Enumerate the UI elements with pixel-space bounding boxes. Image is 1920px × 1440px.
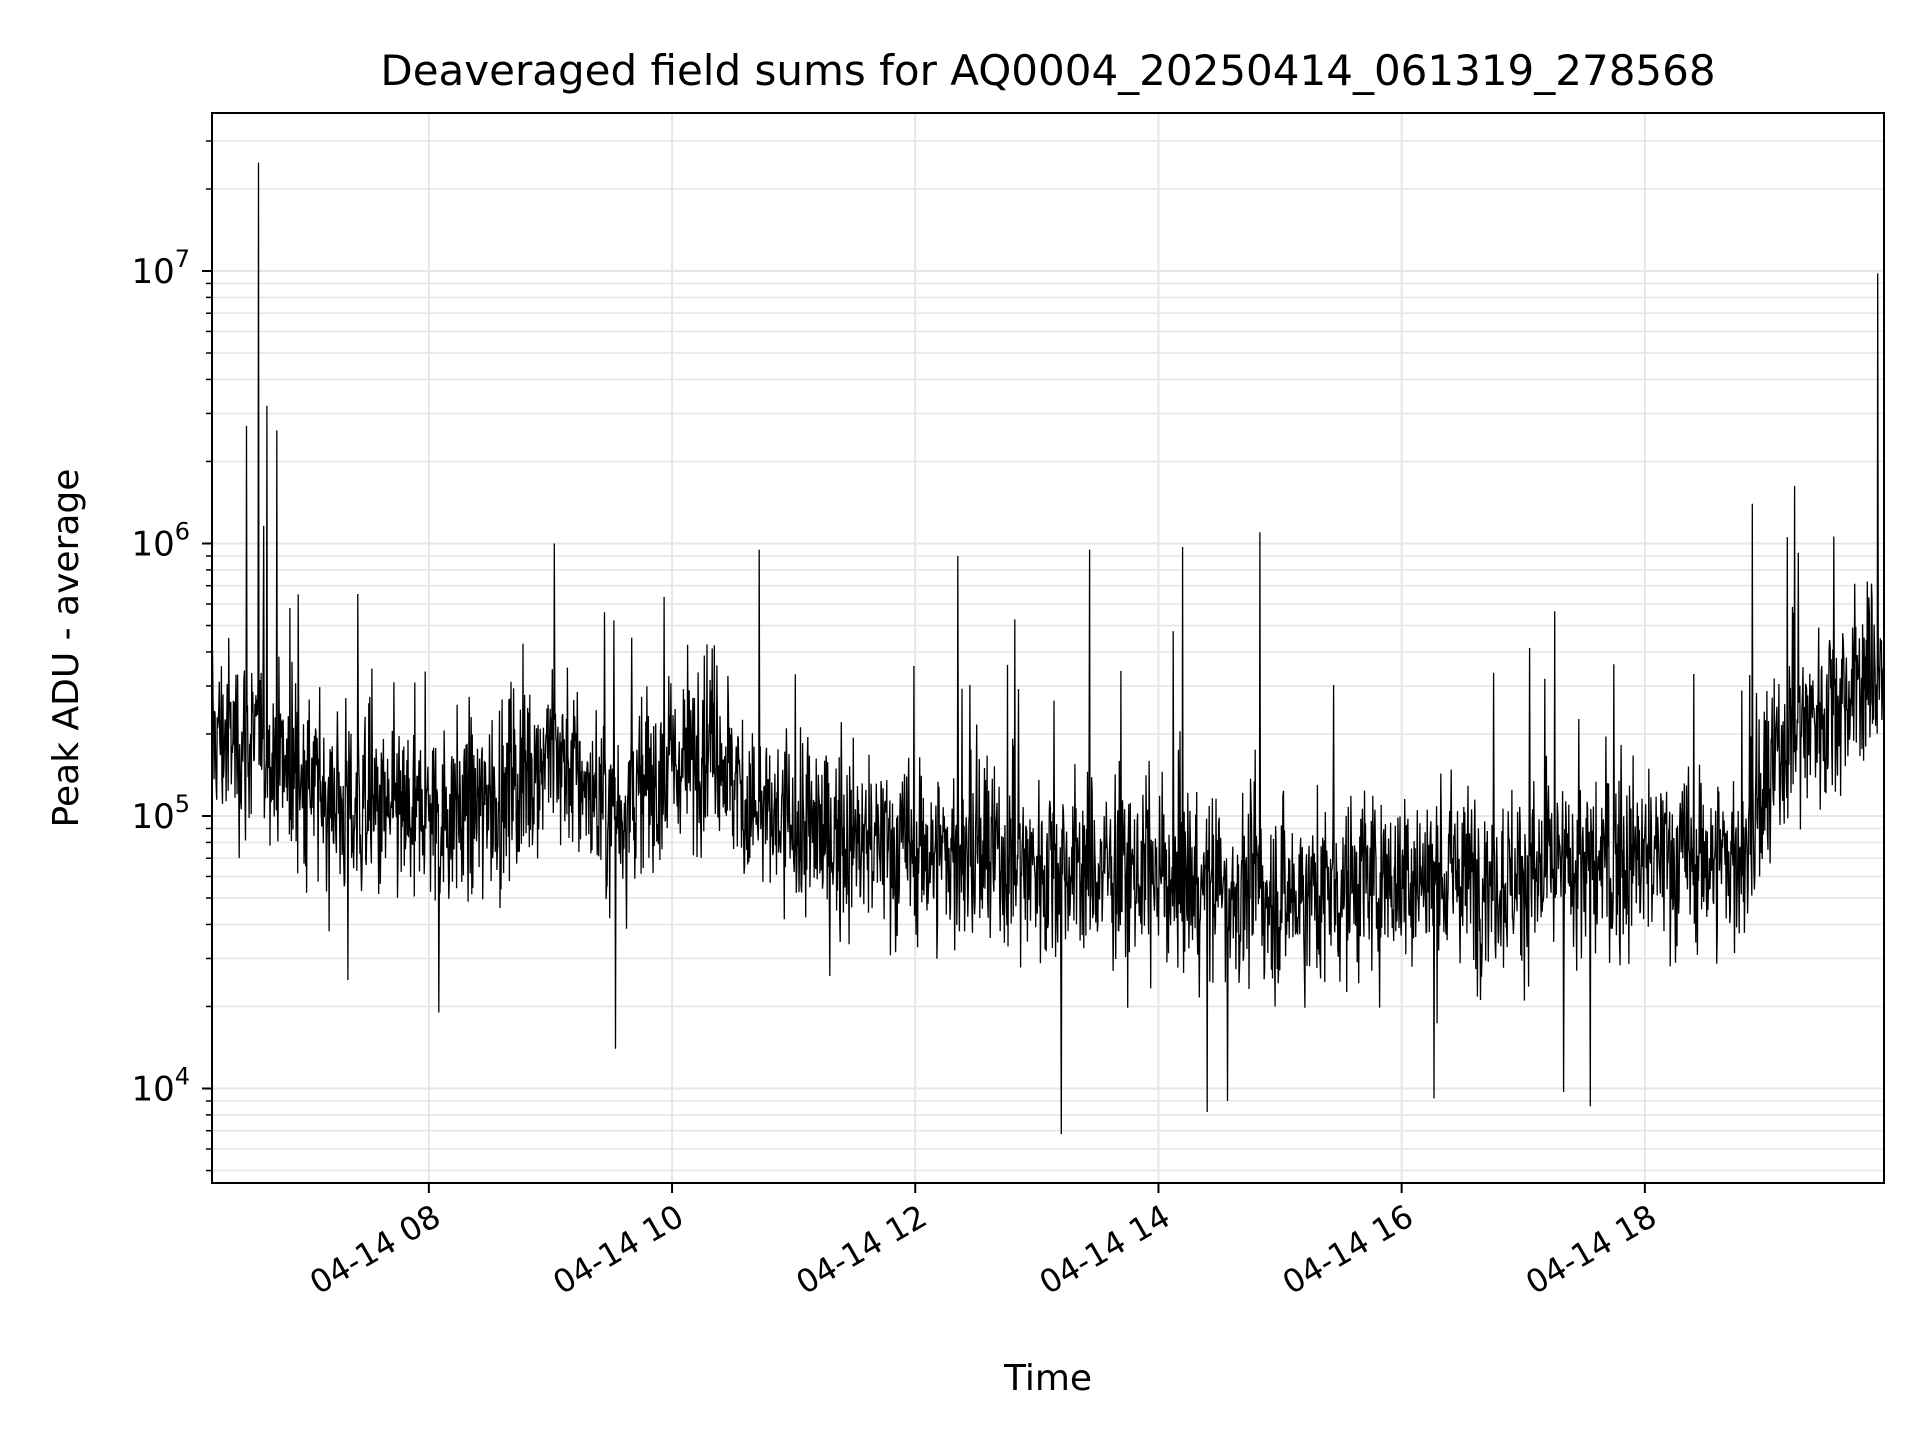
y-tick-label: 104 <box>131 1062 190 1109</box>
series-line <box>211 162 1885 1135</box>
x-axis-label: Time <box>1003 1358 1092 1399</box>
chart-title: Deaveraged field sums for AQ0004_2025041… <box>380 46 1715 95</box>
data-series <box>211 162 1885 1135</box>
y-tick-label: 107 <box>131 245 190 292</box>
y-axis-label: Peak ADU - average <box>46 469 87 828</box>
y-tick-label: 106 <box>131 517 190 564</box>
plot-frame <box>211 112 1885 1184</box>
